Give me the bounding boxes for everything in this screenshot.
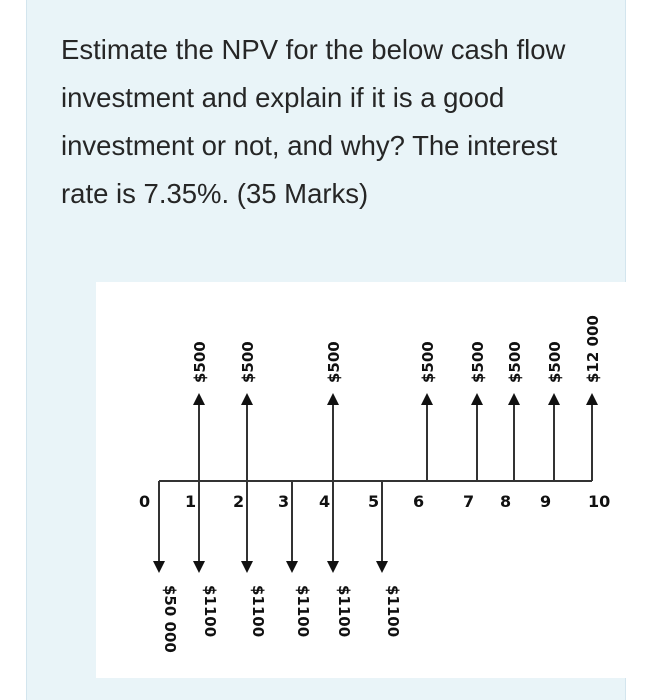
outflow-label: $1100 bbox=[335, 585, 353, 637]
inflow-arrowhead bbox=[586, 393, 598, 405]
outflow-label: $1100 bbox=[384, 585, 402, 637]
inflow-arrowhead bbox=[471, 393, 483, 405]
inflow-arrowhead bbox=[421, 393, 433, 405]
inflow-arrowhead bbox=[508, 393, 520, 405]
outflow-arrowhead bbox=[193, 561, 205, 573]
period-label: 1 bbox=[185, 492, 196, 511]
outflow-arrowhead bbox=[286, 561, 298, 573]
period-label: 7 bbox=[463, 492, 474, 511]
outflow-arrowhead bbox=[241, 561, 253, 573]
period-label: 5 bbox=[368, 492, 379, 511]
period-label: 8 bbox=[500, 492, 511, 511]
inflow-label: $500 bbox=[419, 341, 437, 383]
period-label: 3 bbox=[278, 492, 289, 511]
inflow-arrowhead bbox=[327, 393, 339, 405]
period-label: 0 bbox=[139, 492, 150, 511]
outflow-label: $1100 bbox=[201, 585, 219, 637]
period-label: 2 bbox=[233, 492, 244, 511]
cash-flow-diagram-svg: 0 1 2 3 4 5 6 7 8 9 10 $500 $500 $500 $500 $500 $500 $500… bbox=[139, 315, 610, 653]
inflow-arrowhead bbox=[548, 393, 560, 405]
inflow-label: $500 bbox=[239, 341, 257, 383]
question-panel: Estimate the NPV for the below cash flow… bbox=[26, 0, 632, 700]
outflow-label: $1100 bbox=[249, 585, 267, 637]
period-label: 9 bbox=[540, 492, 551, 511]
outflow-label: $50 000 bbox=[161, 585, 179, 653]
inflow-label: $500 bbox=[191, 341, 209, 383]
inflow-label: $12 000 bbox=[584, 315, 602, 383]
outflow-arrowhead bbox=[153, 561, 165, 573]
inflow-label: $500 bbox=[469, 341, 487, 383]
inflow-label: $500 bbox=[506, 341, 524, 383]
outflow-arrowhead bbox=[376, 561, 388, 573]
inflow-arrowhead bbox=[241, 393, 253, 405]
outflow-arrowhead bbox=[327, 561, 339, 573]
period-label: 10 bbox=[588, 492, 610, 511]
period-label: 6 bbox=[413, 492, 424, 511]
inflow-arrowhead bbox=[193, 393, 205, 405]
inflow-label: $500 bbox=[325, 341, 343, 383]
inflow-label: $500 bbox=[546, 341, 564, 383]
outflow-label: $1100 bbox=[294, 585, 312, 637]
cash-flow-diagram: 0 1 2 3 4 5 6 7 8 9 10 $500 $500 $500 $500 $500 $500 $500… bbox=[96, 282, 632, 678]
question-text: Estimate the NPV for the below cash flow… bbox=[61, 34, 566, 209]
period-label: 4 bbox=[319, 492, 330, 511]
